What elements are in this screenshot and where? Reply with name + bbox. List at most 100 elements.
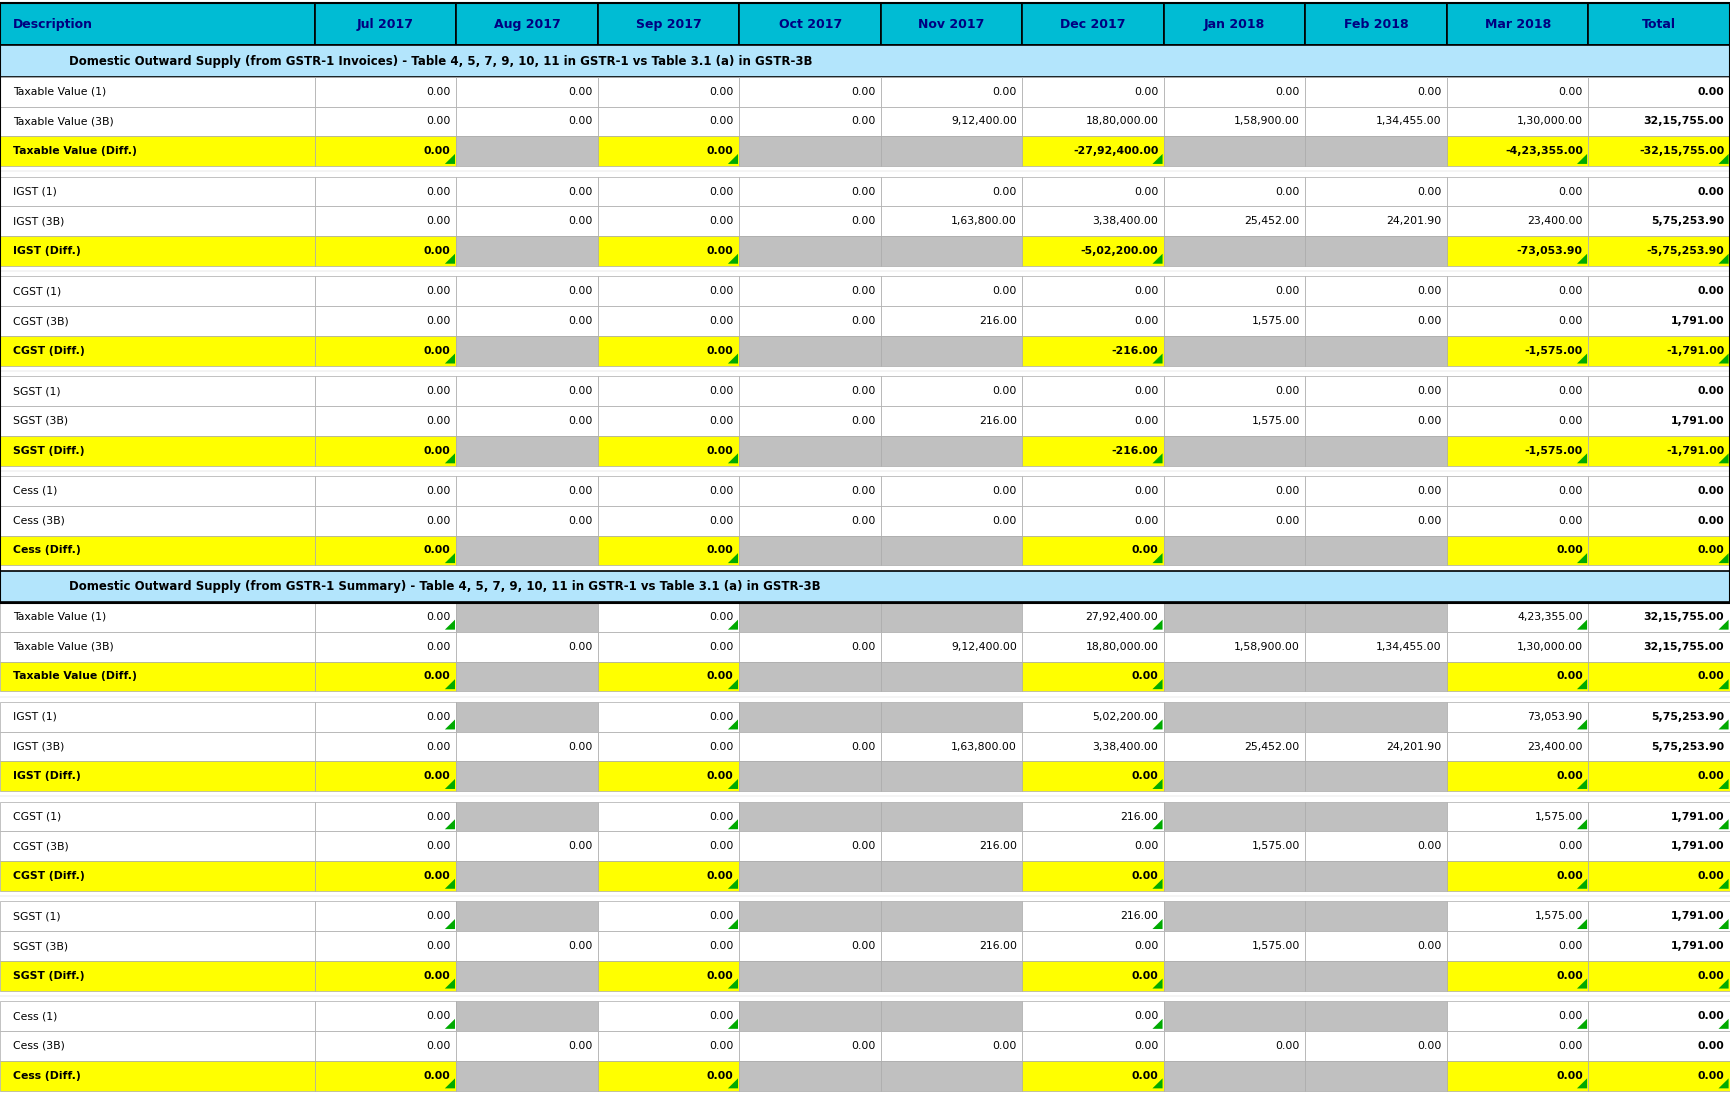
- Bar: [0, 1061, 315, 1090]
- Polygon shape: [1718, 1078, 1728, 1088]
- Polygon shape: [728, 819, 739, 829]
- Text: 0.00: 0.00: [851, 187, 875, 197]
- Bar: [739, 631, 881, 662]
- Bar: [1022, 802, 1164, 831]
- Text: 5,02,200.00: 5,02,200.00: [1092, 712, 1159, 721]
- Bar: [457, 1031, 599, 1061]
- Bar: [881, 136, 1022, 166]
- Polygon shape: [1718, 154, 1728, 164]
- Text: SGST (1): SGST (1): [12, 386, 61, 396]
- Polygon shape: [1578, 719, 1586, 729]
- Bar: [1022, 631, 1164, 662]
- Bar: [1306, 107, 1446, 136]
- Text: 1,575.00: 1,575.00: [1535, 811, 1583, 821]
- Text: 0.00: 0.00: [709, 287, 734, 296]
- Text: Taxable Value (1): Taxable Value (1): [12, 87, 106, 97]
- Bar: [881, 506, 1022, 536]
- Bar: [1446, 236, 1588, 266]
- Bar: [0, 45, 1730, 77]
- Text: 0.00: 0.00: [567, 386, 592, 396]
- Bar: [1446, 761, 1588, 792]
- Text: 0.00: 0.00: [851, 116, 875, 126]
- Text: 0.00: 0.00: [1417, 87, 1441, 97]
- Bar: [881, 861, 1022, 890]
- Bar: [1588, 506, 1730, 536]
- Bar: [1022, 306, 1164, 336]
- Bar: [599, 662, 739, 692]
- Polygon shape: [1578, 919, 1586, 929]
- Bar: [1164, 436, 1306, 466]
- Text: Mar 2018: Mar 2018: [1484, 18, 1550, 31]
- Bar: [739, 77, 881, 107]
- Bar: [1022, 861, 1164, 890]
- Text: 27,92,400.00: 27,92,400.00: [1085, 612, 1159, 621]
- Bar: [1164, 602, 1306, 631]
- Text: 0.00: 0.00: [709, 1011, 734, 1021]
- Text: 0.00: 0.00: [708, 446, 734, 456]
- Bar: [457, 602, 599, 631]
- Bar: [457, 802, 599, 831]
- Polygon shape: [1152, 154, 1163, 164]
- Bar: [1164, 931, 1306, 961]
- Text: 0.00: 0.00: [708, 346, 734, 356]
- Polygon shape: [728, 878, 739, 888]
- Text: Total: Total: [1642, 18, 1676, 31]
- Bar: [1022, 77, 1164, 107]
- Bar: [1306, 477, 1446, 506]
- Text: IGST (Diff.): IGST (Diff.): [12, 246, 80, 256]
- Text: 0.00: 0.00: [1131, 1071, 1159, 1080]
- Bar: [315, 3, 457, 45]
- Text: 1,791.00: 1,791.00: [1671, 841, 1725, 851]
- Bar: [1446, 136, 1588, 166]
- Polygon shape: [445, 453, 455, 463]
- Text: 0.00: 0.00: [424, 771, 452, 782]
- Bar: [881, 1031, 1022, 1061]
- Bar: [1306, 177, 1446, 206]
- Text: 0.00: 0.00: [1133, 841, 1159, 851]
- Bar: [1022, 536, 1164, 565]
- Text: Sep 2017: Sep 2017: [635, 18, 702, 31]
- Bar: [739, 861, 881, 890]
- Text: 0.00: 0.00: [709, 187, 734, 197]
- Text: 0.00: 0.00: [567, 941, 592, 951]
- Bar: [1022, 1031, 1164, 1061]
- Bar: [1588, 436, 1730, 466]
- Bar: [1588, 961, 1730, 990]
- Bar: [315, 901, 457, 931]
- Bar: [1164, 662, 1306, 692]
- Bar: [1588, 802, 1730, 831]
- Text: 0.00: 0.00: [1131, 546, 1159, 556]
- Text: 23,400.00: 23,400.00: [1528, 741, 1583, 751]
- Bar: [1588, 861, 1730, 890]
- Polygon shape: [1578, 978, 1586, 988]
- Polygon shape: [445, 553, 455, 563]
- Bar: [315, 306, 457, 336]
- Text: 0.00: 0.00: [424, 672, 452, 682]
- Bar: [739, 406, 881, 436]
- Bar: [1588, 177, 1730, 206]
- Bar: [1164, 961, 1306, 990]
- Text: 0.00: 0.00: [567, 641, 592, 652]
- Text: 0.00: 0.00: [708, 546, 734, 556]
- Bar: [315, 1031, 457, 1061]
- Bar: [1022, 761, 1164, 792]
- Polygon shape: [1718, 254, 1728, 264]
- Text: 0.00: 0.00: [426, 911, 452, 921]
- Text: Domestic Outward Supply (from GSTR-1 Invoices) - Table 4, 5, 7, 9, 10, 11 in GST: Domestic Outward Supply (from GSTR-1 Inv…: [69, 55, 813, 68]
- Text: 216.00: 216.00: [1121, 911, 1159, 921]
- Polygon shape: [1152, 619, 1163, 629]
- Text: 0.00: 0.00: [1131, 971, 1159, 981]
- Polygon shape: [1578, 778, 1586, 789]
- Bar: [1588, 77, 1730, 107]
- Bar: [1306, 506, 1446, 536]
- Polygon shape: [1578, 154, 1586, 164]
- Bar: [315, 931, 457, 961]
- Bar: [1306, 662, 1446, 692]
- Bar: [881, 931, 1022, 961]
- Text: IGST (1): IGST (1): [12, 712, 57, 721]
- Bar: [599, 631, 739, 662]
- Polygon shape: [1152, 1078, 1163, 1088]
- Text: 0.00: 0.00: [1697, 287, 1725, 296]
- Bar: [1446, 1061, 1588, 1090]
- Text: 0.00: 0.00: [1417, 287, 1441, 296]
